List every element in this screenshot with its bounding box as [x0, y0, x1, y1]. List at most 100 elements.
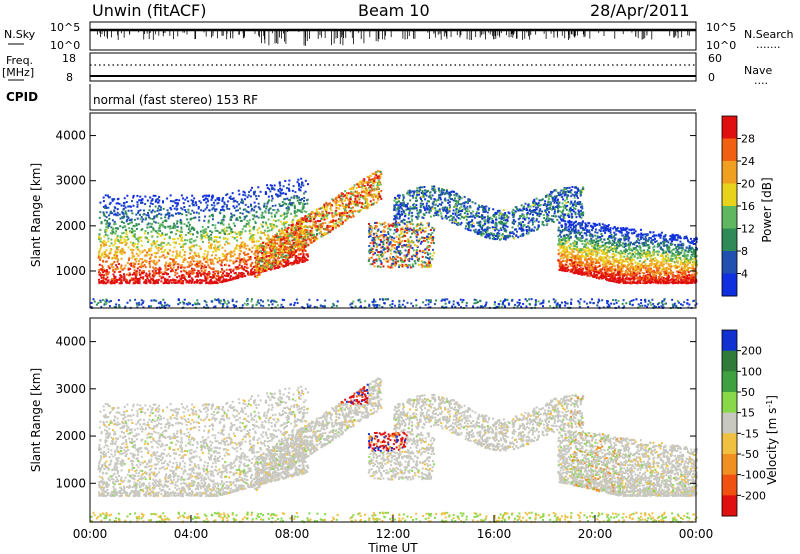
power-cell — [233, 249, 236, 252]
power-cell — [232, 268, 235, 271]
power-cell — [112, 268, 115, 271]
power-cell — [134, 263, 137, 266]
power-cell — [149, 249, 152, 252]
power-cell — [348, 214, 351, 217]
power-cell — [505, 216, 508, 219]
power-cell — [279, 246, 282, 249]
power-cell — [416, 245, 419, 248]
power-cell — [286, 221, 289, 224]
power-cell — [180, 263, 183, 266]
power-cell — [288, 203, 291, 206]
power-cell — [393, 243, 396, 246]
power-cell — [248, 219, 251, 222]
power-cell — [265, 205, 268, 208]
power-cell — [116, 227, 119, 230]
power-cell — [296, 181, 299, 184]
power-cell — [570, 189, 573, 192]
power-cell — [116, 234, 119, 237]
power-cell — [207, 271, 210, 274]
power-cell — [148, 270, 151, 273]
power-cell — [236, 265, 239, 268]
power-cell — [228, 264, 231, 267]
power-cell — [314, 227, 317, 230]
power-cell — [416, 217, 419, 220]
power-cell — [350, 211, 353, 214]
power-cell — [179, 234, 182, 237]
power-cell — [518, 227, 521, 230]
power-cell — [582, 186, 585, 189]
power-cell — [238, 216, 241, 219]
power-cell — [279, 214, 282, 217]
power-cell — [282, 223, 285, 226]
power-cell — [276, 238, 279, 241]
power-cell — [173, 246, 176, 249]
power-cell — [321, 222, 324, 225]
power-cell — [218, 211, 221, 214]
power-cell — [379, 223, 382, 226]
power-cell — [339, 204, 342, 207]
power-cell — [169, 194, 172, 197]
power-cell — [255, 245, 258, 248]
power-cell — [240, 243, 243, 246]
power-cell — [398, 194, 401, 197]
power-cell — [108, 252, 111, 255]
power-cell — [204, 235, 207, 238]
power-cell — [176, 254, 179, 257]
power-cell — [128, 227, 131, 230]
power-cell — [251, 214, 254, 217]
power-cell — [471, 215, 474, 218]
power-cell — [254, 275, 257, 278]
power-cell — [105, 216, 108, 219]
power-cell — [259, 190, 262, 193]
power-cell — [382, 235, 385, 238]
power-cell — [392, 259, 395, 262]
power-cell — [339, 214, 342, 217]
power-cell — [156, 272, 159, 275]
power-cell — [161, 273, 164, 276]
power-cell — [108, 196, 111, 199]
power-cell — [269, 223, 272, 226]
power-cell — [297, 256, 300, 259]
power-cell — [98, 235, 101, 238]
power-cell — [418, 249, 421, 252]
power-cell — [261, 256, 264, 259]
power-cell — [405, 264, 408, 267]
power-cell — [360, 205, 363, 208]
freq-unit-label: [MHz] — [2, 66, 34, 79]
nsky-trace — [90, 28, 696, 46]
power-cell — [221, 276, 224, 279]
power-cell — [269, 263, 272, 266]
power-cell — [473, 216, 476, 219]
power-cell — [200, 269, 203, 272]
power-cell — [181, 208, 184, 211]
power-cell — [285, 249, 288, 252]
power-cell — [273, 225, 276, 228]
power-cell — [416, 223, 419, 226]
power-cell — [214, 244, 217, 247]
power-cell — [190, 249, 193, 252]
power-cell — [344, 214, 347, 217]
power-cell — [267, 252, 270, 255]
power-cell — [271, 251, 274, 254]
power-cell — [358, 209, 361, 212]
power-cell — [334, 225, 337, 228]
power-cell — [371, 178, 374, 181]
power-cell — [243, 246, 246, 249]
power-cell — [272, 243, 275, 246]
power-cell — [195, 211, 198, 214]
power-cell — [157, 222, 160, 225]
power-cell — [229, 259, 232, 262]
power-cell — [298, 230, 301, 233]
power-cell — [562, 206, 565, 209]
power-cell — [139, 201, 142, 204]
power-cell — [305, 239, 308, 242]
power-cell — [372, 198, 375, 201]
power-cell — [139, 209, 142, 212]
power-cell — [326, 224, 329, 227]
power-cell — [389, 228, 392, 231]
power-cell — [305, 241, 308, 244]
power-cell — [283, 221, 286, 224]
power-cell — [264, 248, 267, 251]
power-cell — [405, 224, 408, 227]
